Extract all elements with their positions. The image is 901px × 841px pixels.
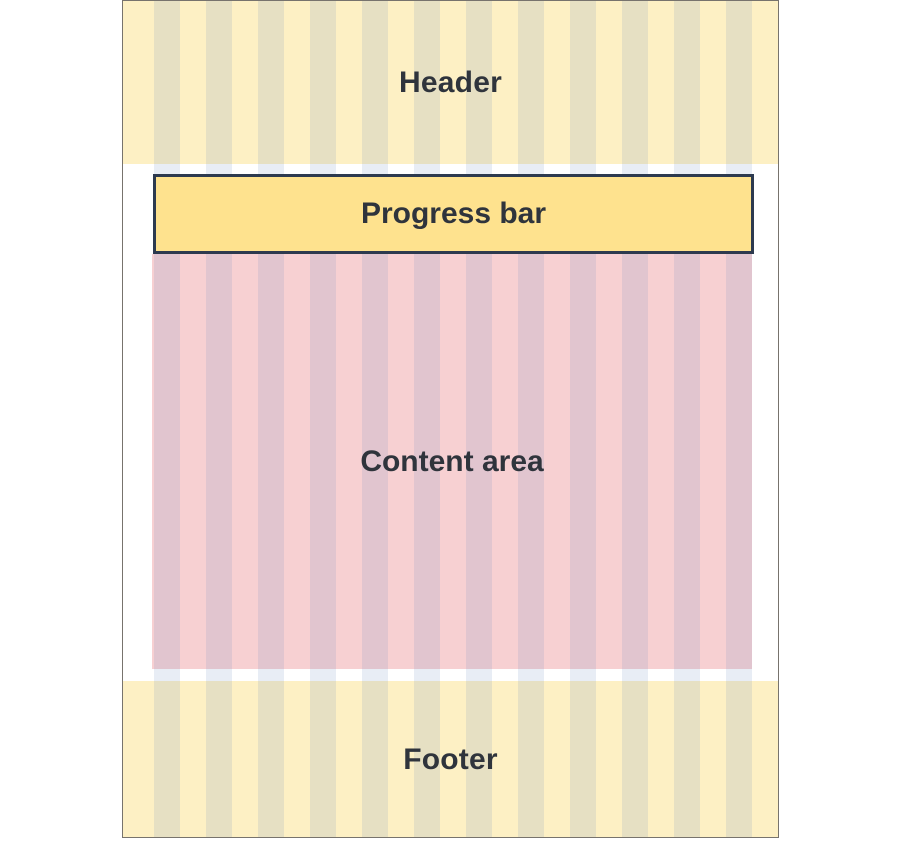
header-region: Header	[123, 1, 778, 164]
layout-wireframe: Header Content area Progress bar Footer	[122, 0, 779, 838]
footer-region: Footer	[123, 681, 778, 837]
progress-bar-label: Progress bar	[360, 197, 547, 230]
content-area-label: Content area	[360, 444, 544, 478]
progress-bar-region: Progress bar	[153, 174, 754, 254]
content-area-region: Content area	[152, 254, 752, 669]
footer-label: Footer	[403, 743, 498, 776]
header-label: Header	[399, 65, 502, 99]
